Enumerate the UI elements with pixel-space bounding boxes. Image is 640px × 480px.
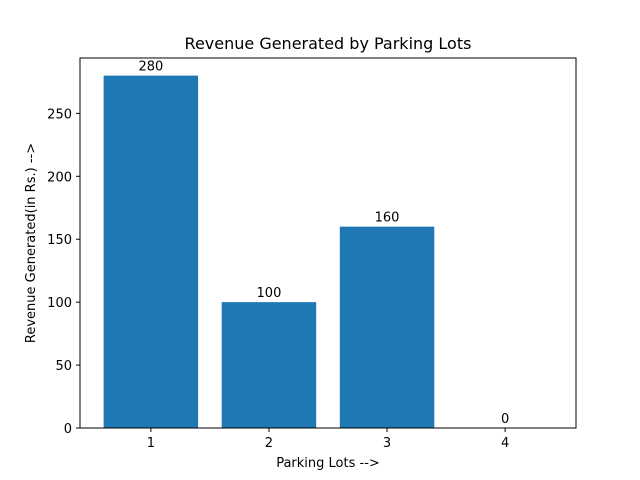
x-axis-ticks: 1 2 3 4 [147,428,509,451]
bar-lot-3 [339,226,435,428]
data-label-lot-4: 0 [501,412,509,427]
y-tick-label: 150 [47,233,72,248]
y-tick-label: 50 [55,359,72,374]
x-tick-label: 3 [383,436,391,451]
y-tick-label: 200 [47,170,72,185]
y-tick-label: 100 [47,296,72,311]
plot-frame [79,57,577,429]
bar-lot-2 [221,302,317,428]
x-tick-label: 4 [501,436,509,451]
bars-group [103,75,435,428]
y-axis-ticks: 0 50 100 150 200 250 [47,107,80,437]
x-axis-label: Parking Lots --> [276,456,380,471]
x-tick-label: 1 [147,436,155,451]
y-tick-label: 0 [64,422,72,437]
bar-lot-1 [103,75,199,428]
x-tick-label: 2 [265,436,273,451]
y-tick-label: 250 [47,107,72,122]
data-label-lot-2: 100 [257,286,282,301]
chart-title: Revenue Generated by Parking Lots [185,34,472,53]
data-label-lot-1: 280 [138,60,163,75]
data-labels-group: 280 100 160 0 [138,60,509,427]
data-label-lot-3: 160 [375,211,400,226]
y-axis-label: Revenue Generated(in Rs.) --> [24,143,39,343]
